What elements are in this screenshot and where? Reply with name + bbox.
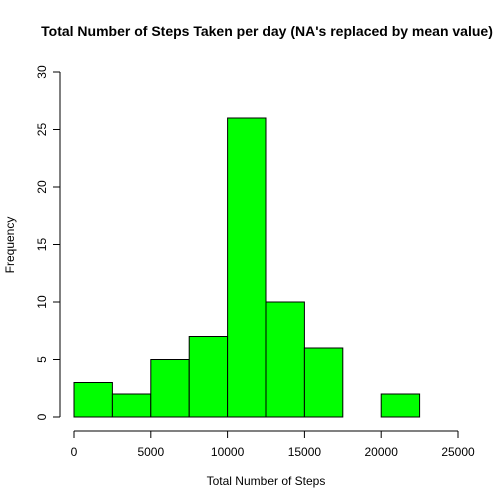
bar-3: [188, 336, 229, 418]
y-axis-label: Frequency: [3, 217, 17, 274]
bar-6: [303, 347, 344, 418]
y-tick-label-2: 10: [35, 295, 49, 309]
x-tick-label-0: 0: [71, 445, 78, 459]
y-tick-label-3: 15: [35, 238, 49, 252]
bar-1: [111, 393, 152, 418]
y-tick-label-1: 5: [35, 356, 49, 363]
x-tick-label-5: 25000: [441, 445, 475, 459]
x-tick-label-1: 5000: [137, 445, 164, 459]
y-tick-label-5: 25: [35, 123, 49, 137]
bar-5: [265, 301, 305, 418]
bar-4: [227, 117, 267, 418]
x-tick-label-2: 10000: [211, 445, 245, 459]
bars-group: [73, 117, 421, 418]
x-axis-label: Total Number of Steps: [207, 474, 326, 488]
bar-8: [380, 393, 421, 418]
chart-title: Total Number of Steps Taken per day (NA'…: [41, 23, 493, 39]
x-axis: 0 5000 10000 15000 20000 25000: [71, 430, 475, 459]
y-tick-label-0: 0: [35, 413, 49, 420]
bar-0: [73, 382, 113, 418]
bar-2: [150, 359, 190, 418]
x-tick-label-3: 15000: [288, 445, 322, 459]
x-tick-label-4: 20000: [365, 445, 399, 459]
y-axis: 0 5 10 15 20 25 30: [35, 65, 61, 420]
y-tick-label-4: 20: [35, 180, 49, 194]
y-tick-label-6: 30: [35, 65, 49, 79]
